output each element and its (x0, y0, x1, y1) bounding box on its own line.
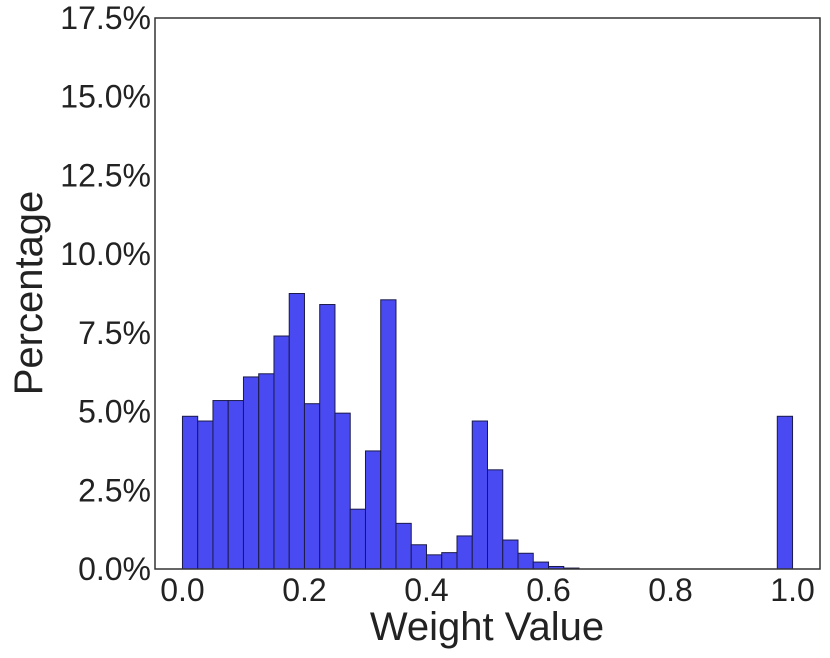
y-tick-label: 5.0% (78, 394, 151, 430)
histogram-bar (441, 552, 458, 570)
histogram-bar (181, 415, 199, 570)
plot-frame (154, 17, 821, 570)
histogram-bar (395, 522, 412, 570)
y-tick-label: 12.5% (60, 157, 151, 193)
x-tick-label: 0.2 (282, 572, 326, 608)
y-tick-label: 2.5% (78, 472, 151, 508)
histogram-bar (334, 412, 351, 570)
histogram-bar (471, 420, 488, 570)
histogram-bar (319, 304, 336, 570)
histogram-bar (288, 293, 305, 570)
y-tick-labels: 0.0% 2.5% 5.0% 7.5% 10.0% 12.5% 15.0% 17.5% (60, 0, 151, 587)
x-tick-label: 0.6 (526, 572, 570, 608)
y-tick-label: 17.5% (60, 0, 151, 36)
histogram-bar (776, 415, 794, 570)
x-tick-label: 0.4 (404, 572, 448, 608)
histogram-bar (364, 450, 382, 570)
y-tick-label: 15.0% (60, 79, 151, 115)
histogram-bar (212, 400, 229, 570)
histogram-bar (349, 508, 366, 570)
histogram-bar (517, 552, 534, 570)
histogram-bar (410, 544, 427, 570)
x-tick-label: 0.8 (648, 572, 692, 608)
y-tick-label: 7.5% (78, 315, 151, 351)
histogram-bar (380, 299, 397, 570)
x-tick-label: 0.0 (160, 572, 204, 608)
y-tick-label: 10.0% (60, 236, 151, 272)
histogram-bar (242, 376, 260, 570)
histogram-bar (303, 403, 321, 570)
y-tick-label: 0.0% (78, 551, 151, 587)
x-tick-label: 1.0 (770, 572, 814, 608)
histogram-bar (258, 373, 275, 570)
x-tick-labels: 0.0 0.2 0.4 0.6 0.8 1.0 (160, 572, 815, 608)
y-axis-title: Percentage (7, 191, 51, 396)
histogram-bar (456, 535, 473, 570)
histogram-bar (502, 539, 519, 570)
bars-layer (181, 293, 794, 570)
histogram-bar (425, 554, 443, 570)
histogram-bar (273, 335, 290, 570)
histogram-bar (487, 469, 504, 570)
histogram-bar (227, 400, 244, 570)
histogram-bar (532, 561, 550, 570)
x-axis-title: Weight Value (370, 605, 604, 649)
histogram-bar (197, 420, 214, 570)
